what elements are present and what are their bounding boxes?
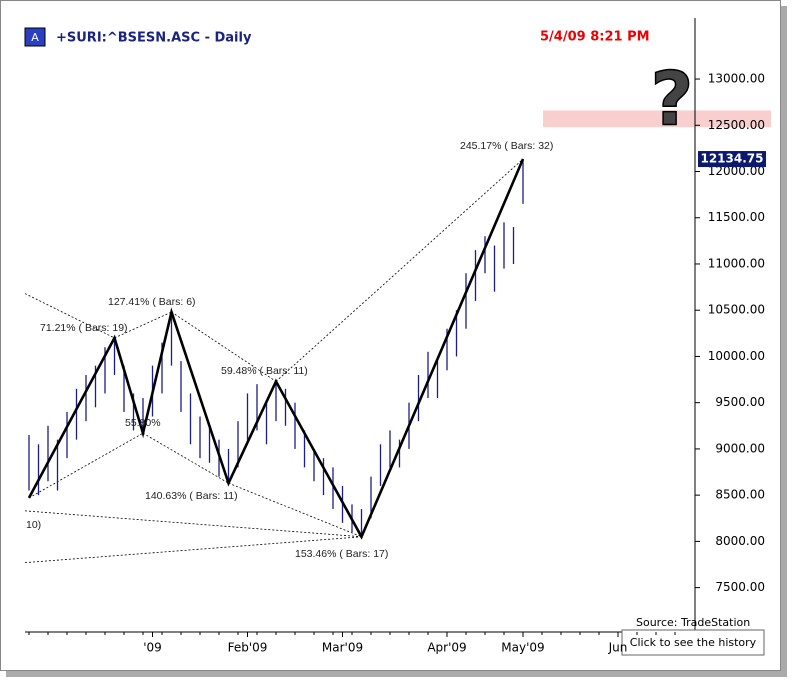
x-tick-label: Feb'09	[228, 641, 268, 655]
source: Source: TradeStation	[636, 616, 750, 629]
retracement-line	[142, 432, 229, 484]
y-tick-label: 11000.00	[708, 256, 765, 270]
shadow	[781, 6, 787, 676]
swing-annotation: 59.48% ( Bars: 11)	[221, 365, 308, 377]
swing-annotation: 140.63% ( Bars: 11)	[145, 490, 238, 502]
retracement-line	[114, 311, 172, 339]
y-tick-label: 9500.00	[715, 395, 765, 409]
x-tick-label: Mar'09	[322, 641, 363, 655]
swing-annotation: 71.21% ( Bars: 19)	[40, 322, 128, 334]
y-tick-label: 13000.00	[708, 72, 765, 86]
target-zone	[543, 110, 771, 128]
swing-annotation: 10)	[26, 519, 41, 531]
swing-annotation: 127.41% ( Bars: 6)	[108, 296, 196, 308]
y-tick-label: 11500.00	[708, 210, 765, 224]
x-tick-label: Apr'09	[427, 641, 466, 655]
swing-annotation: 245.17% ( Bars: 32)	[460, 140, 553, 152]
y-tick-label: 10000.00	[708, 349, 765, 363]
x-tick-label: May'09	[501, 641, 544, 655]
y-tick-label: 10500.00	[708, 303, 765, 317]
x-tick-label: '09	[143, 641, 162, 655]
retracement-line	[24, 536, 362, 564]
last-price-box	[698, 151, 766, 168]
y-tick-label: 8500.00	[715, 488, 765, 502]
y-tick-label: 7500.00	[715, 580, 765, 594]
question-mark: ?	[651, 57, 694, 143]
chart-title: +SURI:^BSESN.ASC - Daily	[56, 31, 252, 46]
y-tick-label: 12000.00	[708, 164, 765, 178]
y-tick-label: 8000.00	[715, 534, 765, 548]
shadow	[6, 671, 787, 677]
badge-text: A	[31, 31, 39, 44]
badge	[24, 27, 46, 47]
retracement-line	[24, 510, 362, 538]
last-price-label: 12134.75	[700, 152, 763, 166]
y-tick-label: 12500.00	[708, 118, 765, 132]
retracement-line	[24, 293, 115, 339]
timestamp: 5/4/09 8:21 PM	[540, 30, 650, 45]
zigzag-line	[27, 158, 525, 540]
x-tick-label: Jun	[608, 641, 628, 655]
y-tick-label: 9000.00	[715, 441, 765, 455]
retracement-line	[171, 311, 277, 382]
retracement-line	[275, 158, 524, 382]
swing-annotation: 153.46% ( Bars: 17)	[295, 548, 388, 560]
history-button-label[interactable]: Click to see the history	[630, 636, 757, 649]
retracement-line	[28, 432, 144, 499]
swing-annotation: 55.80%	[125, 417, 161, 429]
history-button[interactable]	[621, 629, 765, 656]
